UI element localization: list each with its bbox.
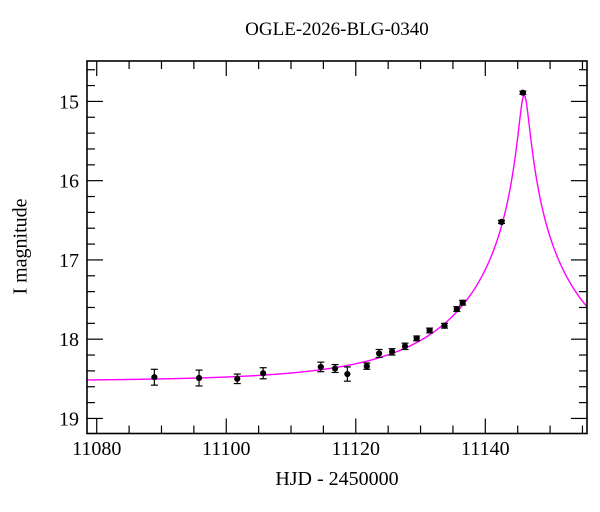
data-points bbox=[150, 89, 527, 387]
y-tick-label: 16 bbox=[59, 171, 79, 193]
data-point bbox=[259, 367, 267, 380]
x-axis-label: HJD - 2450000 bbox=[275, 468, 399, 490]
data-point bbox=[195, 369, 203, 387]
chart-title: OGLE-2026-BLG-0340 bbox=[245, 19, 429, 40]
data-point bbox=[459, 299, 467, 306]
plot-frame bbox=[86, 60, 588, 435]
x-tick-label: 11100 bbox=[202, 438, 251, 460]
data-point bbox=[441, 322, 449, 329]
y-tick-label: 15 bbox=[59, 91, 79, 113]
data-point bbox=[343, 366, 351, 382]
data-point bbox=[388, 348, 396, 356]
data-point bbox=[150, 368, 158, 386]
y-tick-label: 17 bbox=[59, 250, 79, 272]
y-tick-label: 18 bbox=[59, 329, 79, 351]
data-point bbox=[413, 335, 421, 342]
x-tick-label: 11080 bbox=[72, 438, 121, 460]
data-point bbox=[363, 362, 371, 370]
data-point bbox=[331, 363, 339, 374]
axis-ticks bbox=[87, 61, 587, 434]
y-tick-label: 19 bbox=[59, 408, 79, 430]
x-tick-label: 11120 bbox=[332, 438, 381, 460]
model-curve bbox=[86, 94, 588, 381]
data-point bbox=[426, 327, 434, 334]
data-point bbox=[401, 342, 409, 351]
data-point bbox=[317, 361, 325, 373]
data-point bbox=[519, 89, 527, 96]
data-point bbox=[375, 348, 383, 359]
tick-labels: 11080 11100 11120 11140 15 16 17 18 19 bbox=[59, 91, 510, 460]
data-point bbox=[233, 373, 241, 385]
data-point bbox=[453, 305, 461, 313]
y-axis-label: I magnitude bbox=[9, 198, 32, 295]
data-point bbox=[498, 218, 506, 225]
x-tick-label: 11140 bbox=[461, 438, 510, 460]
